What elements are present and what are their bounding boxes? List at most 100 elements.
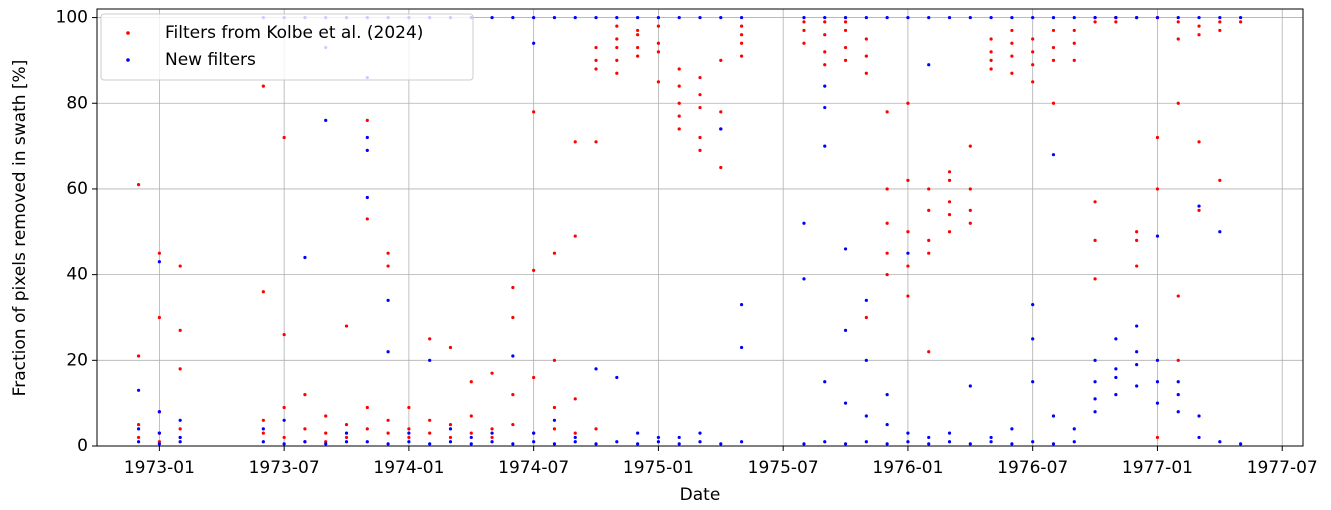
point [927,187,931,191]
point [178,440,182,444]
point [573,440,577,444]
point [282,333,286,337]
point [1197,140,1201,144]
point [1010,54,1014,58]
point [677,15,681,20]
point [947,15,952,20]
point [1176,294,1180,298]
point [698,105,702,110]
point [719,15,723,20]
point [1155,380,1160,384]
x-tick-label: 1975-01 [623,458,694,478]
point [615,37,619,41]
point [1239,20,1243,24]
point [989,440,993,444]
point [1031,80,1035,84]
point [407,431,411,435]
point [656,41,661,45]
y-tick-label: 40 [66,265,88,285]
point [532,110,536,114]
point [1051,15,1056,20]
point [636,33,640,37]
point [552,358,557,362]
point [511,15,515,20]
point [1031,50,1035,54]
point [802,277,806,281]
point [1093,200,1097,204]
point [698,440,702,444]
point [1114,15,1118,20]
point [1031,303,1035,307]
point [365,440,369,444]
point [885,221,889,225]
point [594,442,598,446]
point [552,251,557,255]
point [469,435,473,440]
point [968,15,972,20]
point [864,358,868,362]
point [157,410,161,414]
point [1114,392,1118,397]
point [843,442,848,446]
point [1093,397,1097,401]
point [324,442,328,446]
point [739,33,744,37]
point [573,140,577,144]
point [511,285,515,290]
point [864,440,868,444]
point [843,401,848,405]
point [1051,28,1056,33]
point [532,41,536,45]
point [656,440,661,444]
point [1155,234,1160,238]
point [1197,33,1201,37]
point [1031,337,1035,341]
x-tick-label: 1977-07 [1247,458,1318,478]
point [1072,427,1076,431]
point [1010,442,1014,446]
point [1093,277,1097,281]
point [1197,435,1201,440]
point [906,15,910,20]
point [282,418,286,422]
point [698,15,702,20]
point [1218,15,1222,20]
point [552,405,557,410]
point [864,298,868,302]
point [927,350,931,354]
point [1197,204,1201,208]
point [636,28,640,33]
point [594,367,598,371]
point [656,24,661,28]
point [1135,238,1139,242]
point [615,71,619,75]
point [573,397,577,401]
y-tick-label: 60 [66,179,88,199]
point [344,324,349,328]
y-tick-label: 100 [56,8,88,28]
point [927,435,931,440]
point [989,15,993,20]
point [344,440,349,444]
point [1135,15,1139,20]
point [1031,440,1035,444]
point [1051,442,1056,446]
point [864,15,868,20]
point [1239,15,1243,20]
point [532,440,536,444]
point [157,431,161,435]
point [282,135,286,140]
point [594,15,598,20]
point [739,41,744,45]
point [719,127,723,131]
point [365,135,369,140]
point [178,264,182,268]
point [1135,324,1139,328]
point [303,427,307,431]
point [885,442,889,446]
point [1051,101,1056,105]
point [407,405,411,410]
point [428,358,432,362]
point [365,427,369,431]
point [1135,362,1139,367]
